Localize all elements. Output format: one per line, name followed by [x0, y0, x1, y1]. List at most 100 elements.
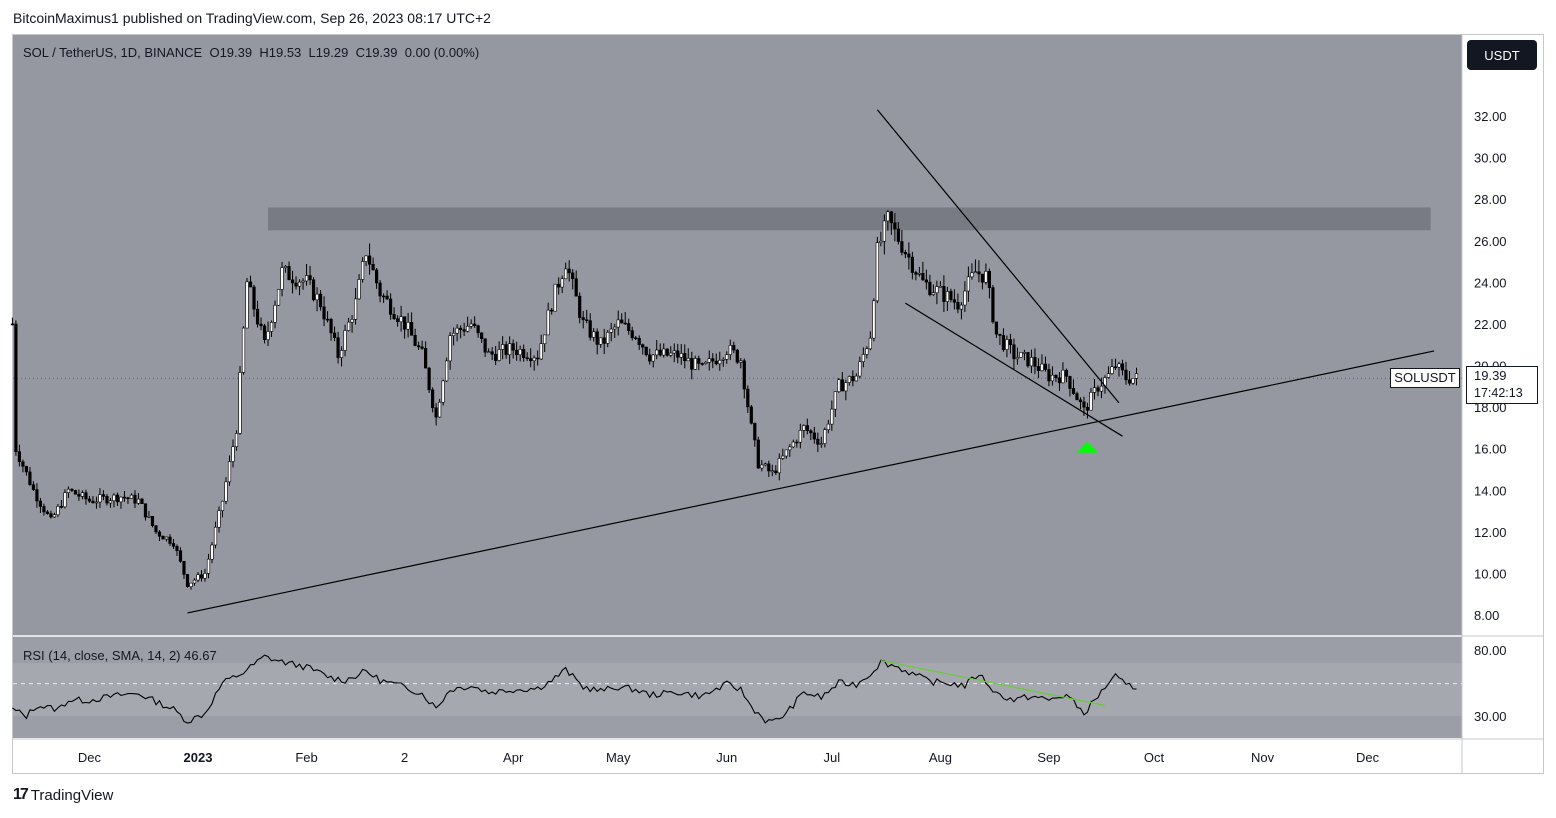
price-axis-tick: 26.00 — [1474, 234, 1507, 249]
candle-body — [1113, 366, 1118, 369]
candle-body — [175, 546, 179, 552]
rsi-band — [13, 663, 1462, 716]
candle-body — [557, 283, 561, 288]
candle-body — [213, 526, 218, 546]
candle-body — [991, 287, 995, 323]
candle-body — [788, 446, 792, 451]
tradingview-logo[interactable]: 17 TradingView — [13, 786, 113, 804]
candle-body — [567, 268, 571, 274]
legend-high: H19.53 — [259, 45, 302, 60]
candle-body — [210, 544, 214, 560]
candle-body — [1008, 339, 1013, 346]
candle-body — [396, 318, 400, 323]
candle-body — [644, 346, 648, 356]
candle-body — [739, 360, 743, 363]
candle-body — [364, 255, 368, 262]
candle-body — [529, 358, 533, 362]
candle-body — [1085, 406, 1090, 411]
candle-body — [893, 222, 897, 230]
candle-body — [515, 349, 519, 356]
candle-body — [704, 362, 708, 364]
candle-body — [630, 330, 634, 339]
legend-change: 0.00 (0.00%) — [404, 45, 480, 60]
currency-button[interactable]: USDT — [1467, 40, 1537, 70]
legend-open: O19.39 — [209, 45, 253, 60]
time-axis-tick: 2 — [401, 750, 408, 765]
candle-body — [1099, 385, 1104, 392]
last-price-tag: 19.39 17:42:13 — [1466, 366, 1538, 404]
candle-body — [385, 295, 389, 300]
candle-body — [749, 406, 753, 424]
candle-body — [574, 278, 578, 297]
candle-body — [259, 323, 263, 327]
candle-body — [546, 309, 550, 336]
bar-countdown: 17:42:13 — [1474, 386, 1523, 400]
candle-body — [641, 344, 645, 348]
candle-body — [872, 300, 876, 339]
candle-body — [119, 496, 123, 503]
candle-body — [245, 281, 249, 329]
candle-body — [830, 408, 834, 425]
candle-body — [784, 449, 788, 457]
candle-body — [627, 323, 631, 331]
candle-body — [28, 471, 32, 486]
candle-body — [476, 325, 480, 334]
candle-body — [318, 293, 323, 308]
candle-body — [606, 332, 610, 344]
time-axis-tick: Jun — [716, 750, 737, 765]
candle-body — [676, 350, 680, 358]
price-axis-tick: 22.00 — [1474, 317, 1507, 332]
candle-body — [693, 358, 697, 370]
candle-body — [77, 493, 81, 497]
candle-body — [767, 463, 771, 472]
candle-body — [147, 516, 151, 518]
candle-body — [143, 503, 148, 518]
candle-body — [984, 271, 988, 283]
price-axis-tick: 10.00 — [1474, 566, 1507, 581]
price-pane-bg — [13, 35, 1462, 635]
candle-body — [938, 285, 942, 288]
rsi-value: 46.67 — [184, 648, 217, 663]
candle-body — [882, 220, 886, 242]
candle-body — [833, 391, 837, 410]
candle-body — [539, 343, 543, 360]
candle-body — [403, 316, 407, 330]
last-price: 19.39 — [1474, 368, 1507, 383]
legend-symbol: SOL / TetherUS, 1D, BINANCE — [23, 45, 203, 60]
candle-body — [21, 461, 25, 467]
price-axis-tick: 16.00 — [1474, 442, 1507, 457]
time-axis-tick: May — [606, 750, 631, 765]
candle-body — [329, 318, 333, 334]
candle-body — [231, 446, 235, 462]
candle-body — [238, 372, 242, 434]
rsi-axis-tick: 30.00 — [1474, 709, 1507, 724]
candle-body — [473, 323, 477, 327]
candle-body — [322, 306, 326, 320]
candle-body — [1064, 369, 1069, 377]
rsi-axis-tick: 80.00 — [1474, 643, 1507, 658]
time-axis-tick: Nov — [1251, 750, 1275, 765]
candle-body — [532, 357, 536, 362]
candle-body — [38, 500, 43, 507]
candle-body — [101, 494, 106, 497]
candle-body — [438, 401, 442, 418]
candle-body — [679, 353, 683, 358]
candle-body — [585, 319, 589, 322]
legend-close: C19.39 — [355, 45, 398, 60]
candle-body — [732, 345, 736, 351]
candle-body — [332, 332, 337, 338]
candle-body — [837, 379, 841, 393]
candle-body — [448, 335, 452, 362]
candle-body — [459, 327, 463, 330]
candle-body — [823, 429, 827, 444]
candle-body — [161, 535, 165, 540]
candle-body — [763, 463, 767, 466]
price-axis-tick: 8.00 — [1474, 608, 1499, 623]
candle-body — [1071, 388, 1076, 394]
candle-body — [658, 349, 662, 356]
symbol-legend: SOL / TetherUS, 1D, BINANCE O19.39 H19.5… — [23, 45, 479, 60]
candle-body — [371, 264, 375, 271]
candle-body — [725, 354, 729, 360]
candle-body — [129, 494, 134, 499]
